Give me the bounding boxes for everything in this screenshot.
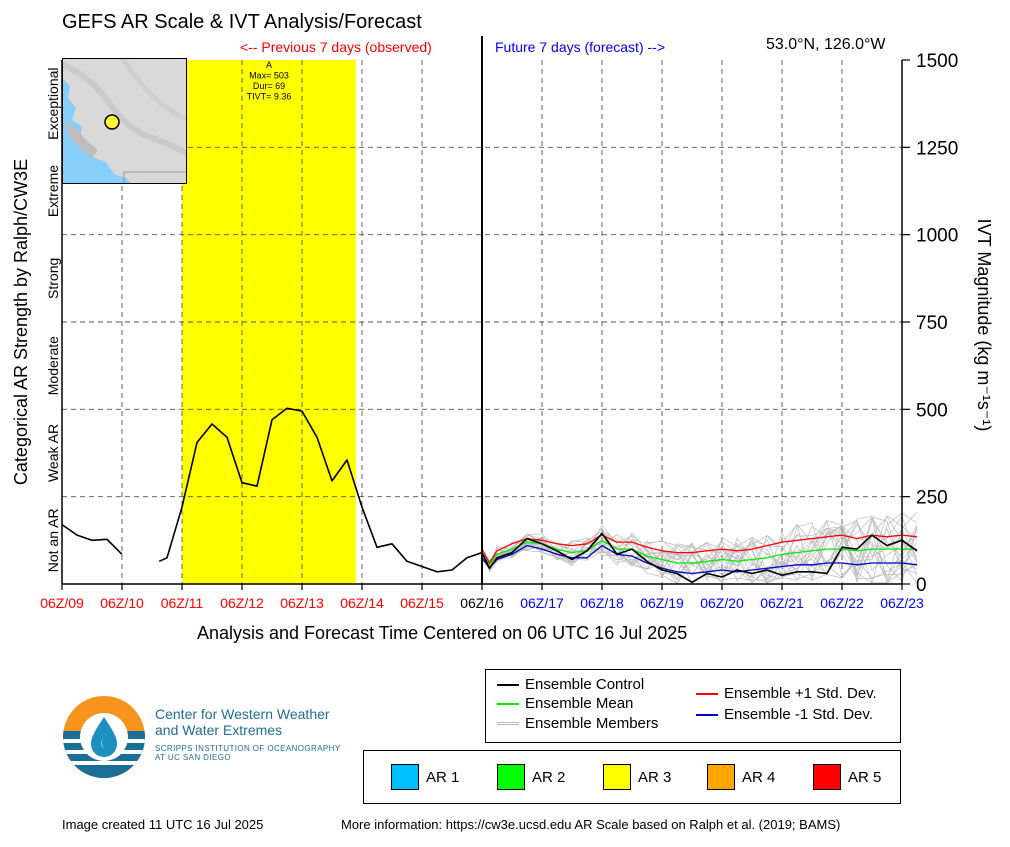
ar-category-label: Extreme <box>45 165 61 217</box>
ar-event-annotation: A <box>266 60 272 70</box>
x-tick-label: 06Z/20 <box>700 595 744 611</box>
legend-item-control: Ensemble Control <box>497 676 644 693</box>
series-legend: Ensemble Control Ensemble Mean Ensemble … <box>485 669 901 743</box>
x-tick-label: 06Z/17 <box>520 595 564 611</box>
ar-scale-legend: AR 1 AR 2 AR 3 AR 4 AR 5 <box>363 750 901 804</box>
ar-event-annotation: Max= 503 <box>249 71 289 81</box>
y-tick-label: 250 <box>916 488 948 509</box>
more-information-text: More information: https://cw3e.ucsd.edu … <box>341 817 841 832</box>
ar-event-annotation: TIVT= 9.36 <box>247 92 292 102</box>
x-tick-label: 06Z/10 <box>100 595 144 611</box>
ensemble-control-line <box>481 532 918 584</box>
ar-category-label: Exceptional <box>45 67 61 139</box>
cw3e-logo-text: Center for Western Weather and Water Ext… <box>155 706 341 762</box>
x-tick-label: 06Z/13 <box>280 595 324 611</box>
y-tick-label: 500 <box>916 400 948 421</box>
legend-item-minus-std: Ensemble -1 Std. Dev. <box>696 706 873 723</box>
x-axis-title: Analysis and Forecast Time Centered on 0… <box>197 623 688 643</box>
left-axis-title: Categorical AR Strength by Ralph/CW3E <box>11 159 31 485</box>
ar-event-annotation: Dur= 69 <box>253 81 285 91</box>
x-tick-label: 06Z/21 <box>760 595 804 611</box>
right-axis-title: IVT Magnitude (kg m⁻¹s⁻¹) <box>974 219 994 432</box>
x-tick-label: 06Z/23 <box>880 595 924 611</box>
ar-scale-item-5: AR 5 <box>813 764 881 790</box>
ar-category-label: Not an AR <box>45 508 61 572</box>
legend-item-mean: Ensemble Mean <box>497 695 633 712</box>
location-marker <box>104 114 120 130</box>
ensemble-member-line <box>481 525 918 584</box>
x-tick-label: 06Z/11 <box>161 595 204 611</box>
x-tick-label: 06Z/19 <box>640 595 684 611</box>
page-title: GEFS AR Scale & IVT Analysis/Forecast <box>62 11 422 33</box>
logo-name-line-1: Center for Western Weather <box>155 706 330 722</box>
y-tick-label: 1000 <box>916 226 958 247</box>
ensemble-member-line <box>481 520 918 581</box>
logo-subtitle-line-2: AT UC SAN DIEGO <box>155 753 231 762</box>
x-tick-label: 06Z/16 <box>460 595 504 611</box>
previous-period-label: <-- Previous 7 days (observed) <box>240 39 432 55</box>
ensemble-control-line <box>61 523 123 555</box>
logo-subtitle-line-1: SCRIPPS INSTITUTION OF OCEANOGRAPHY <box>155 744 341 753</box>
x-tick-label: 06Z/12 <box>220 595 264 611</box>
image-created-timestamp: Image created 11 UTC 16 Jul 2025 <box>62 817 264 832</box>
x-tick-label: 06Z/22 <box>820 595 864 611</box>
y-tick-label: 0 <box>916 575 927 596</box>
x-tick-label: 06Z/09 <box>40 595 84 611</box>
ar-category-label: Weak AR <box>45 424 61 482</box>
legend-item-members: Ensemble Members <box>497 715 658 732</box>
location-map-inset <box>60 56 189 184</box>
location-coordinates: 53.0°N, 126.0°W <box>766 36 886 53</box>
future-period-label: Future 7 days (forecast) --> <box>495 39 666 55</box>
y-tick-label: 750 <box>916 313 948 334</box>
ar-category-label: Strong <box>45 258 61 299</box>
ensemble-1-std-dev-line <box>481 534 918 564</box>
logo-name-line-2: and Water Extremes <box>155 722 283 738</box>
x-tick-label: 06Z/14 <box>340 595 384 611</box>
x-tick-label: 06Z/15 <box>400 595 444 611</box>
legend-item-plus-std: Ensemble +1 Std. Dev. <box>696 685 877 702</box>
ensemble-control-line <box>158 407 483 573</box>
ar-category-label: Moderate <box>45 336 61 395</box>
y-tick-label: 1500 <box>916 51 958 72</box>
ar-scale-item-3: AR 3 <box>603 764 671 790</box>
ensemble-1-std-dev-line <box>481 544 918 575</box>
ensemble-member-line <box>481 516 918 584</box>
y-tick-label: 1250 <box>916 138 958 159</box>
cw3e-logo-icon <box>63 696 145 778</box>
ar-scale-item-4: AR 4 <box>707 764 775 790</box>
ar-scale-item-1: AR 1 <box>391 764 459 790</box>
ar-scale-item-2: AR 2 <box>497 764 565 790</box>
x-tick-label: 06Z/18 <box>580 595 624 611</box>
